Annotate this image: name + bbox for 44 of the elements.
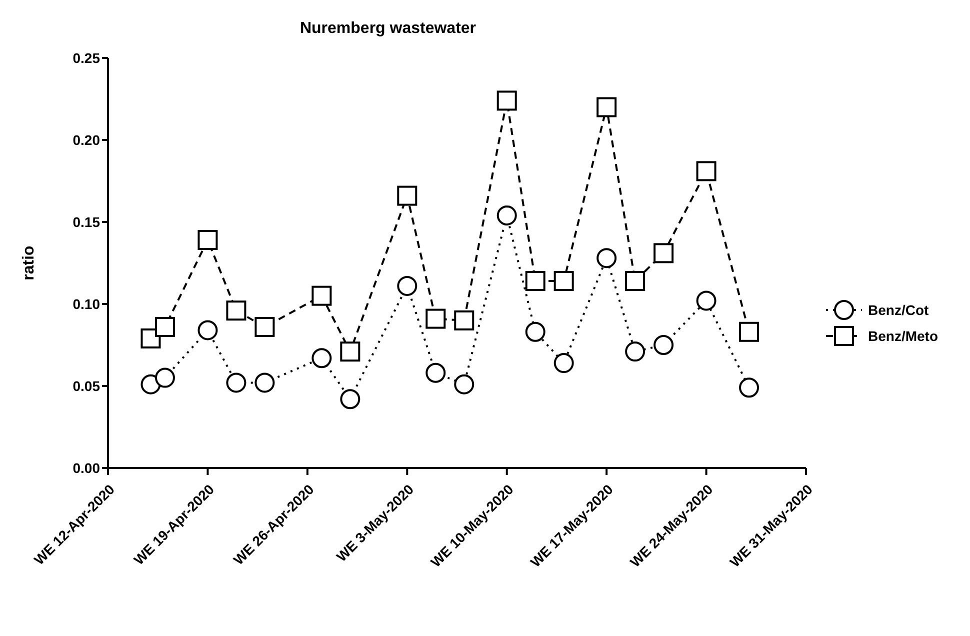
point	[596, 248, 617, 268]
point	[525, 322, 546, 342]
point	[696, 290, 716, 311]
point	[312, 348, 332, 368]
point	[226, 372, 246, 393]
point	[654, 335, 674, 355]
point	[739, 378, 760, 398]
point	[397, 186, 418, 206]
legend-label: Benz/Cot	[868, 302, 929, 318]
point	[696, 161, 716, 182]
point	[554, 353, 574, 374]
point	[554, 271, 574, 292]
point	[198, 230, 218, 250]
point	[340, 342, 360, 362]
point	[496, 90, 517, 111]
y-tick-label: 0.10	[72, 296, 100, 312]
point	[154, 368, 175, 388]
point	[654, 243, 674, 264]
y-axis-title: ratio	[20, 245, 38, 280]
y-tick-label: 0.05	[72, 378, 100, 394]
point	[625, 271, 646, 292]
point	[312, 286, 332, 306]
point	[198, 320, 218, 340]
point	[154, 316, 175, 337]
point	[426, 362, 446, 383]
point	[739, 322, 760, 342]
point	[596, 97, 617, 118]
legend-label: Benz/Meto	[868, 328, 938, 344]
point	[426, 308, 446, 329]
point	[226, 300, 246, 321]
point	[454, 374, 474, 394]
point	[254, 372, 275, 393]
point	[496, 205, 517, 226]
chart-title: Nuremberg wastewater	[298, 20, 478, 38]
point	[525, 271, 546, 292]
point	[340, 389, 360, 410]
y-tick-label: 0.25	[72, 50, 100, 66]
y-tick-label: 0.20	[72, 132, 100, 148]
point	[254, 316, 275, 337]
point	[625, 342, 646, 362]
y-tick-label: 0.00	[72, 460, 100, 476]
point	[454, 310, 474, 330]
y-tick-label: 0.15	[72, 214, 100, 230]
point	[397, 276, 418, 296]
